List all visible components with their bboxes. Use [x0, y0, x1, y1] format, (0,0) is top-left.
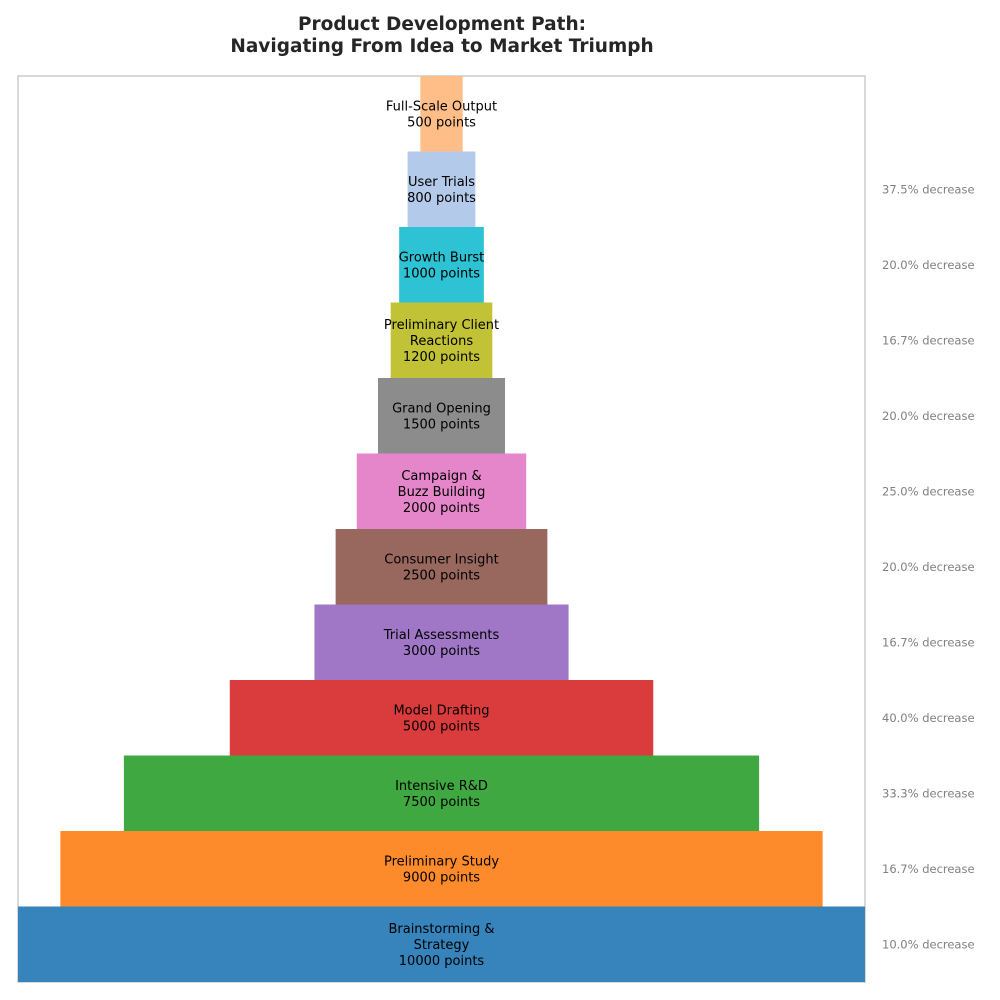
funnel-label-7: Campaign & Buzz Building 2000 points: [398, 469, 486, 516]
decrease-label-6: 20.0% decrease: [882, 560, 975, 574]
decrease-label-9: 16.7% decrease: [882, 333, 975, 347]
funnel-label-5: Trial Assessments 3000 points: [383, 628, 500, 659]
decrease-label-2: 16.7% decrease: [882, 862, 975, 876]
funnel-bar-11: [407, 151, 476, 227]
funnel-bar-3: [123, 755, 760, 831]
decrease-label-7: 25.0% decrease: [882, 484, 975, 498]
funnel-bar-4: [229, 680, 654, 756]
funnel-bar-12: [420, 76, 463, 152]
funnel-label-2: Preliminary Study 9000 points: [384, 854, 499, 885]
decrease-label-11: 37.5% decrease: [882, 182, 975, 196]
funnel-bar-8: [377, 378, 506, 454]
decrease-label-10: 20.0% decrease: [882, 258, 975, 272]
funnel-label-8: Grand Opening 1500 points: [392, 401, 491, 432]
funnel-label-6: Consumer Insight 2500 points: [384, 552, 498, 583]
funnel-bar-1: [18, 906, 865, 982]
funnel-bar-5: [314, 604, 569, 680]
funnel-label-4: Model Drafting 5000 points: [393, 703, 489, 734]
funnel-bar-9: [390, 302, 493, 378]
decrease-label-8: 20.0% decrease: [882, 409, 975, 423]
chart-title: Product Development Path: Navigating Fro…: [0, 14, 884, 58]
funnel-label-11: User Trials 800 points: [407, 175, 476, 206]
funnel-label-1: Brainstorming & Strategy 10000 points: [388, 922, 494, 969]
funnel-bar-6: [335, 529, 548, 605]
funnel-bar-10: [399, 227, 484, 303]
funnel-label-9: Preliminary Client Reactions 1200 points: [384, 318, 499, 365]
decrease-label-5: 16.7% decrease: [882, 635, 975, 649]
funnel-label-3: Intensive R&D 7500 points: [395, 779, 488, 810]
chart-title-line-2: Navigating From Idea to Market Triumph: [230, 36, 654, 57]
funnel-bar-2: [60, 831, 823, 907]
funnel-label-12: Full-Scale Output 500 points: [386, 99, 497, 130]
decrease-label-1: 10.0% decrease: [882, 937, 975, 951]
decrease-label-4: 40.0% decrease: [882, 711, 975, 725]
funnel-bar-7: [356, 453, 527, 529]
chart-title-line-1: Product Development Path:: [297, 14, 587, 35]
funnel-label-10: Growth Burst 1000 points: [399, 250, 485, 281]
decrease-label-3: 33.3% decrease: [882, 786, 975, 800]
